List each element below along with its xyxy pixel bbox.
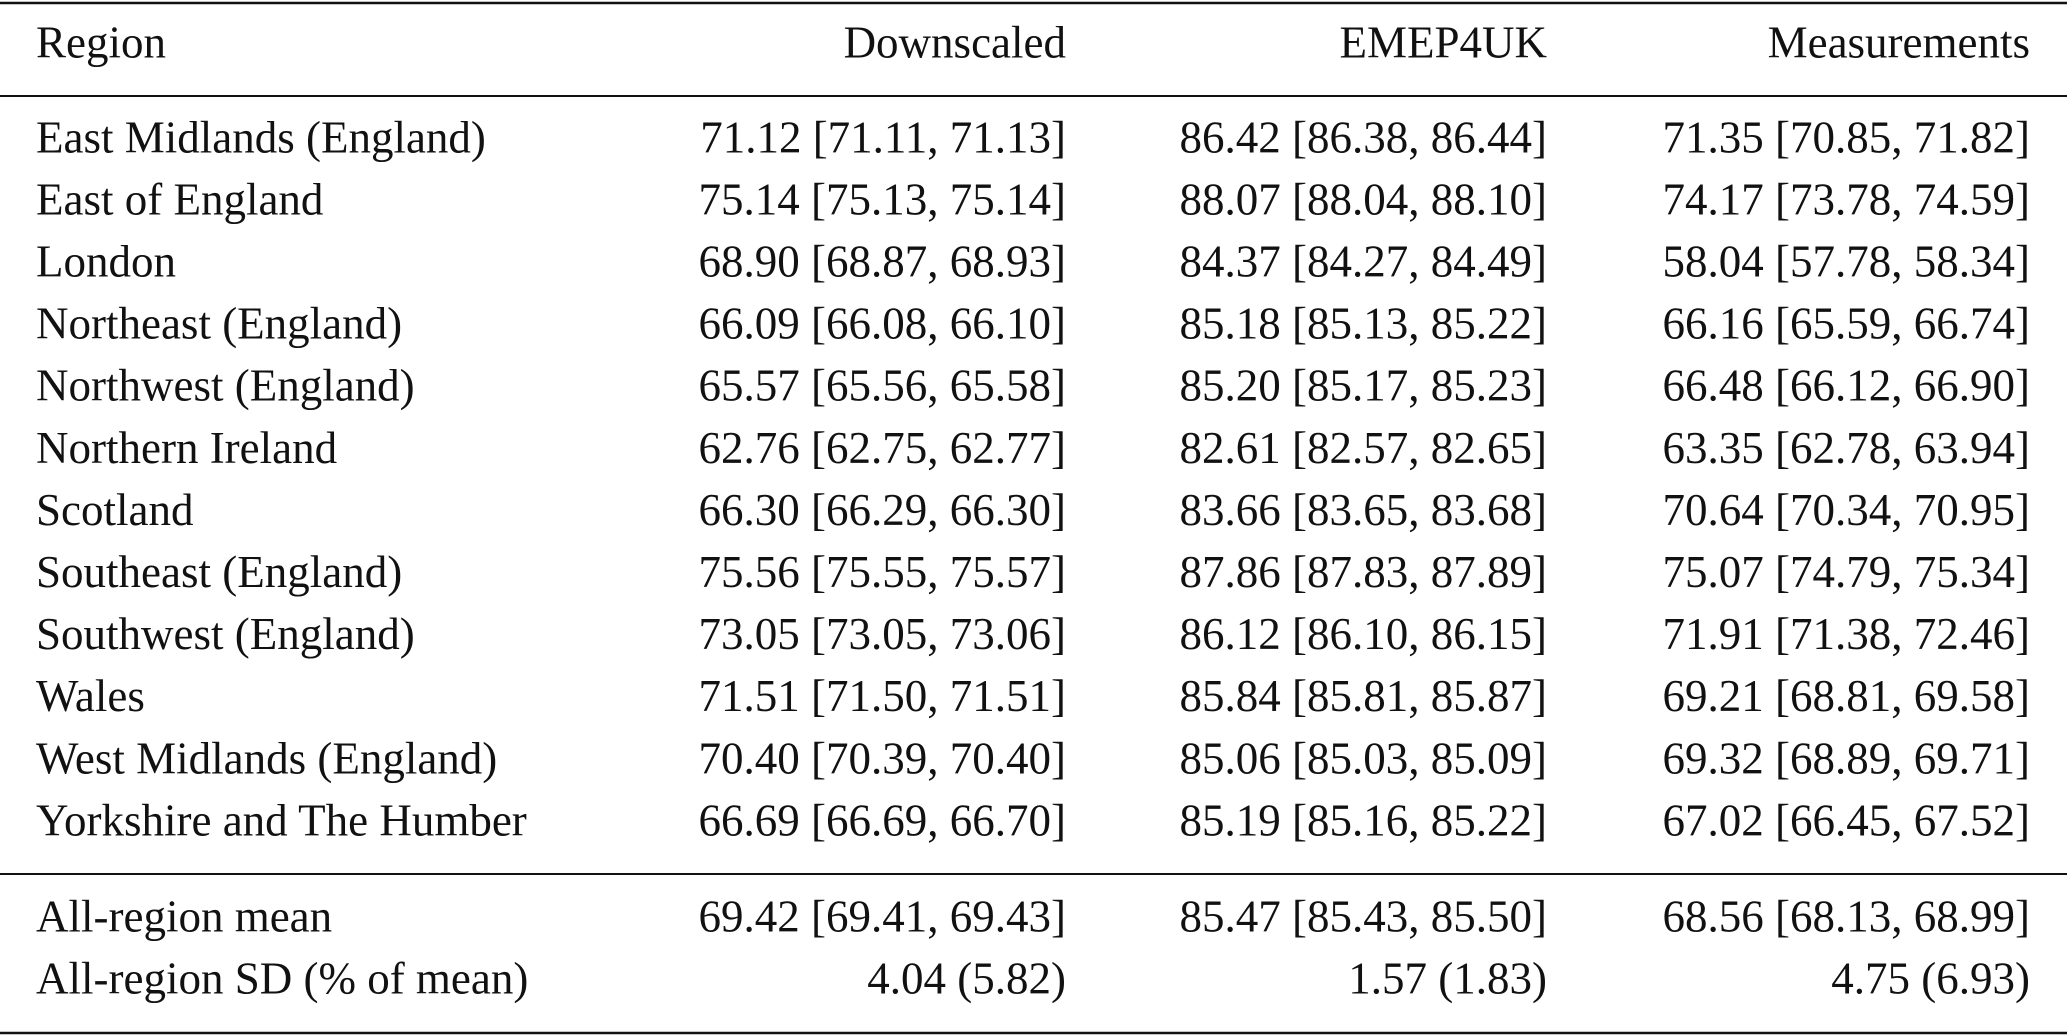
- value-cell: 75.56 [75.55, 75.57]: [699, 547, 1066, 597]
- value-cell: 71.51 [71.50, 71.51]: [699, 671, 1066, 721]
- region-cell: Northern Ireland: [36, 423, 337, 473]
- value-cell: 70.64 [70.34, 70.95]: [1663, 485, 2030, 535]
- value-cell: 73.05 [73.05, 73.06]: [699, 609, 1066, 659]
- value-cell: 85.06 [85.03, 85.09]: [1180, 733, 1547, 783]
- value-cell: 85.84 [85.81, 85.87]: [1180, 671, 1547, 721]
- region-cell: Yorkshire and The Humber: [36, 795, 527, 845]
- value-cell: 66.16 [65.59, 66.74]: [1663, 299, 2030, 349]
- value-cell: 86.12 [86.10, 86.15]: [1180, 609, 1547, 659]
- header-cell: EMEP4UK: [1339, 17, 1547, 67]
- value-cell: 68.90 [68.87, 68.93]: [699, 237, 1066, 287]
- region-cell: Northeast (England): [36, 299, 402, 349]
- region-cell: Scotland: [36, 485, 193, 535]
- value-cell: 65.57 [65.56, 65.58]: [699, 361, 1066, 411]
- value-cell: 69.21 [68.81, 69.58]: [1663, 671, 2030, 721]
- value-cell: 71.91 [71.38, 72.46]: [1663, 609, 2030, 659]
- summary-cell: 68.56 [68.13, 68.99]: [1663, 891, 2030, 941]
- value-cell: 85.19 [85.16, 85.22]: [1180, 795, 1547, 845]
- summary-label: All-region SD (% of mean): [36, 953, 528, 1003]
- value-cell: 70.40 [70.39, 70.40]: [699, 733, 1066, 783]
- value-cell: 74.17 [73.78, 74.59]: [1663, 174, 2030, 224]
- region-cell: Southeast (England): [36, 547, 402, 597]
- region-cell: Wales: [36, 671, 145, 721]
- value-cell: 86.42 [86.38, 86.44]: [1180, 112, 1547, 162]
- value-cell: 69.32 [68.89, 69.71]: [1663, 733, 2030, 783]
- summary-cell: 4.04 (5.82): [867, 953, 1066, 1003]
- value-cell: 58.04 [57.78, 58.34]: [1663, 237, 2030, 287]
- header-cell: Downscaled: [844, 17, 1066, 67]
- value-cell: 66.09 [66.08, 66.10]: [699, 299, 1066, 349]
- value-cell: 75.14 [75.13, 75.14]: [699, 174, 1066, 224]
- value-cell: 62.76 [62.75, 62.77]: [699, 423, 1066, 473]
- value-cell: 85.20 [85.17, 85.23]: [1180, 361, 1547, 411]
- value-cell: 66.69 [66.69, 66.70]: [699, 795, 1066, 845]
- summary-label: All-region mean: [36, 891, 332, 941]
- region-cell: East Midlands (England): [36, 112, 486, 162]
- region-cell: Southwest (England): [36, 609, 415, 659]
- value-cell: 71.35 [70.85, 71.82]: [1663, 112, 2030, 162]
- value-cell: 71.12 [71.11, 71.13]: [700, 112, 1066, 162]
- summary-cell: 4.75 (6.93): [1831, 953, 2030, 1003]
- value-cell: 85.18 [85.13, 85.22]: [1180, 299, 1547, 349]
- region-cell: West Midlands (England): [36, 733, 497, 783]
- region-cell: Northwest (England): [36, 361, 415, 411]
- header-cell: Region: [36, 17, 166, 67]
- value-cell: 75.07 [74.79, 75.34]: [1663, 547, 2030, 597]
- summary-cell: 69.42 [69.41, 69.43]: [699, 891, 1066, 941]
- region-cell: East of England: [36, 174, 323, 224]
- value-cell: 66.30 [66.29, 66.30]: [699, 485, 1066, 535]
- summary-cell: 1.57 (1.83): [1348, 953, 1547, 1003]
- value-cell: 87.86 [87.83, 87.89]: [1180, 547, 1547, 597]
- value-cell: 66.48 [66.12, 66.90]: [1663, 361, 2030, 411]
- value-cell: 88.07 [88.04, 88.10]: [1180, 174, 1547, 224]
- value-cell: 82.61 [82.57, 82.65]: [1180, 423, 1547, 473]
- value-cell: 63.35 [62.78, 63.94]: [1663, 423, 2030, 473]
- summary-cell: 85.47 [85.43, 85.50]: [1180, 891, 1547, 941]
- region-cell: London: [36, 237, 176, 287]
- value-cell: 83.66 [83.65, 83.68]: [1180, 485, 1547, 535]
- header-cell: Measurements: [1768, 17, 2030, 67]
- value-cell: 67.02 [66.45, 67.52]: [1663, 795, 2030, 845]
- value-cell: 84.37 [84.27, 84.49]: [1180, 237, 1547, 287]
